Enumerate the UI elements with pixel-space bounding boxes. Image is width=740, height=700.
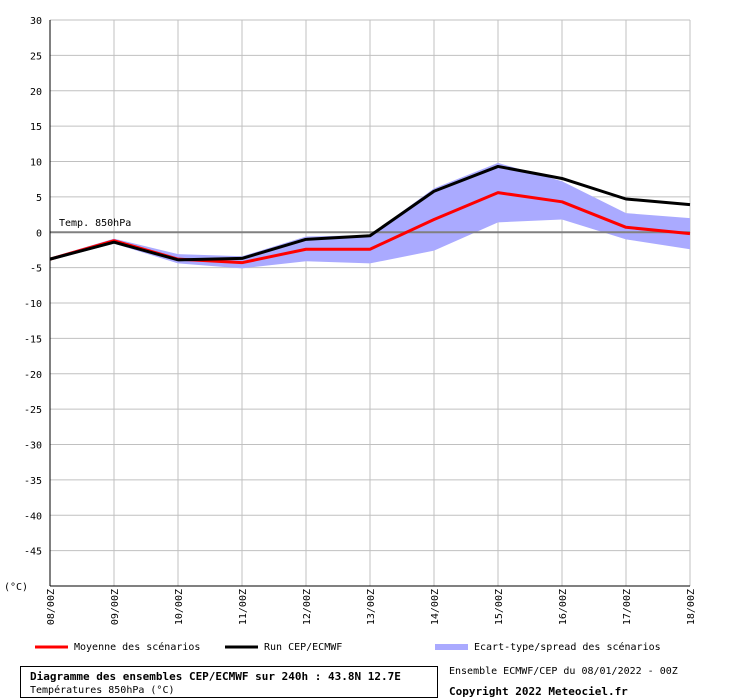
y-tick-labels: 30 25 20 15 10 5 0 -5 -10 -15 -20 -25 -30 -35 -40 -45 xyxy=(24,16,42,558)
y-tick-label: -5 xyxy=(30,264,42,275)
series-layer xyxy=(49,164,691,265)
x-tick-label: 12/00Z xyxy=(302,589,313,625)
y-tick-label: 10 xyxy=(30,158,42,169)
x-tick-label: 08/00Z xyxy=(46,589,57,625)
y-tick-label: -30 xyxy=(24,441,42,452)
legend-mean-label: Moyenne des scénarios xyxy=(74,641,200,653)
x-tick-label: 09/00Z xyxy=(110,589,121,625)
legend-run-label: Run CEP/ECMWF xyxy=(264,642,342,653)
run-series-line xyxy=(49,164,691,262)
spread-band-layer xyxy=(50,162,690,269)
footer-title-box: Diagramme des ensembles CEP/ECMWF sur 24… xyxy=(20,666,438,698)
x-tick-labels: 08/00Z 09/00Z 10/00Z 11/00Z 12/00Z 13/00Z 14/0… xyxy=(46,589,697,625)
x-tick-label: 11/00Z xyxy=(238,589,249,625)
footer-subtitle: Températures 850hPa (°C) xyxy=(30,685,175,696)
y-tick-label: -20 xyxy=(24,370,42,381)
footer-title: Diagramme des ensembles CEP/ECMWF sur 24… xyxy=(30,670,401,683)
run-info: Ensemble ECMWF/CEP du 08/01/2022 - 00Z xyxy=(449,666,678,677)
y-axis-unit-label: (°C) xyxy=(4,582,28,593)
y-tick-label: -40 xyxy=(24,511,42,522)
copyright: Copyright 2022 Meteociel.fr xyxy=(449,685,628,698)
axes xyxy=(49,20,690,587)
y-tick-label: 0 xyxy=(36,228,42,239)
x-tick-label: 14/00Z xyxy=(430,589,441,625)
y-tick-label: 25 xyxy=(30,51,42,62)
spread-band xyxy=(50,162,690,269)
y-tick-label: -15 xyxy=(24,334,42,345)
x-tick-label: 10/00Z xyxy=(174,589,185,625)
y-tick-label: 5 xyxy=(36,193,42,204)
temp-850hpa-label: Temp. 850hPa xyxy=(59,218,131,229)
y-tick-label: -10 xyxy=(24,299,42,310)
y-tick-label: -45 xyxy=(24,547,42,558)
legend-spread-label: Ecart-type/spread des scénarios xyxy=(474,641,661,653)
y-tick-label: 30 xyxy=(30,16,42,27)
x-tick-label: 13/00Z xyxy=(366,589,377,625)
y-tick-label: 15 xyxy=(30,122,42,133)
y-tick-label: -25 xyxy=(24,405,42,416)
x-tick-label: 17/00Z xyxy=(622,589,633,625)
grid xyxy=(49,19,691,587)
x-tick-label: 18/00Z xyxy=(686,589,697,625)
legend: Moyenne des scénarios Run CEP/ECMWF Ecar… xyxy=(35,641,661,653)
x-tick-label: 15/00Z xyxy=(494,589,505,625)
y-tick-label: 20 xyxy=(30,87,42,98)
x-tick-label: 16/00Z xyxy=(558,589,569,625)
ensemble-temperature-chart: 30 25 20 15 10 5 0 -5 -10 -15 -20 -25 -30 -35 -40 -45 0… xyxy=(4,16,697,653)
y-tick-label: -35 xyxy=(24,476,42,487)
